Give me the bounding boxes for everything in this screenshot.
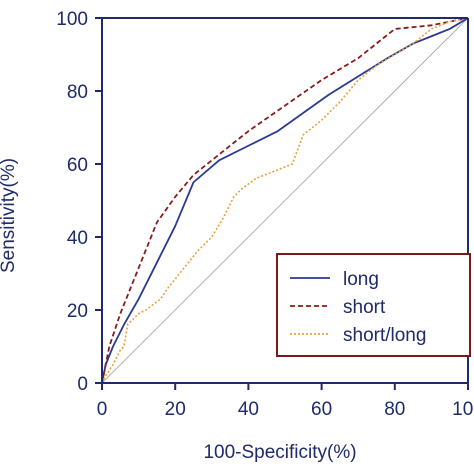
- y-tick-label: 100: [56, 9, 88, 30]
- y-tick-label: 40: [67, 228, 88, 249]
- series-line-short: [101, 17, 469, 384]
- y-tick-label: 0: [77, 374, 88, 395]
- x-axis-title: 100-Specificity(%): [203, 442, 356, 463]
- y-tick-label: 20: [67, 301, 88, 322]
- x-tick-label: 40: [238, 399, 259, 420]
- x-tick-label: 80: [384, 399, 405, 420]
- x-tick-label: 20: [165, 399, 186, 420]
- y-axis-title: Sensitivity(%): [0, 158, 19, 273]
- reference-diagonal-line: [101, 17, 469, 384]
- plot-area: 0 20 40 60 80 100 0 20 40 60 80 100 100-Specificity(…: [0, 9, 474, 463]
- legend-label: long: [343, 269, 379, 290]
- y-tick-label: 60: [67, 155, 88, 176]
- legend-label: short: [343, 297, 386, 318]
- x-tick-label: 0: [97, 399, 108, 420]
- legend-label: short/long: [343, 325, 426, 346]
- legend-box: [276, 253, 471, 357]
- y-tick-label: 80: [67, 82, 88, 103]
- x-tick-label: 100: [452, 399, 474, 420]
- series-line-short-long: [101, 17, 469, 384]
- x-tick-label: 60: [311, 399, 332, 420]
